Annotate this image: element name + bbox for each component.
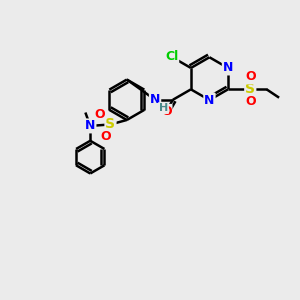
Text: O: O (245, 95, 256, 108)
Text: O: O (245, 70, 256, 83)
Text: O: O (95, 108, 105, 122)
Text: H: H (159, 103, 168, 113)
Text: S: S (106, 117, 116, 131)
Text: N: N (223, 61, 233, 74)
Text: N: N (150, 93, 160, 106)
Text: Cl: Cl (165, 50, 178, 63)
Text: N: N (204, 94, 214, 106)
Text: N: N (85, 119, 95, 132)
Text: O: O (101, 130, 111, 143)
Text: O: O (161, 105, 172, 118)
Text: S: S (245, 82, 255, 96)
